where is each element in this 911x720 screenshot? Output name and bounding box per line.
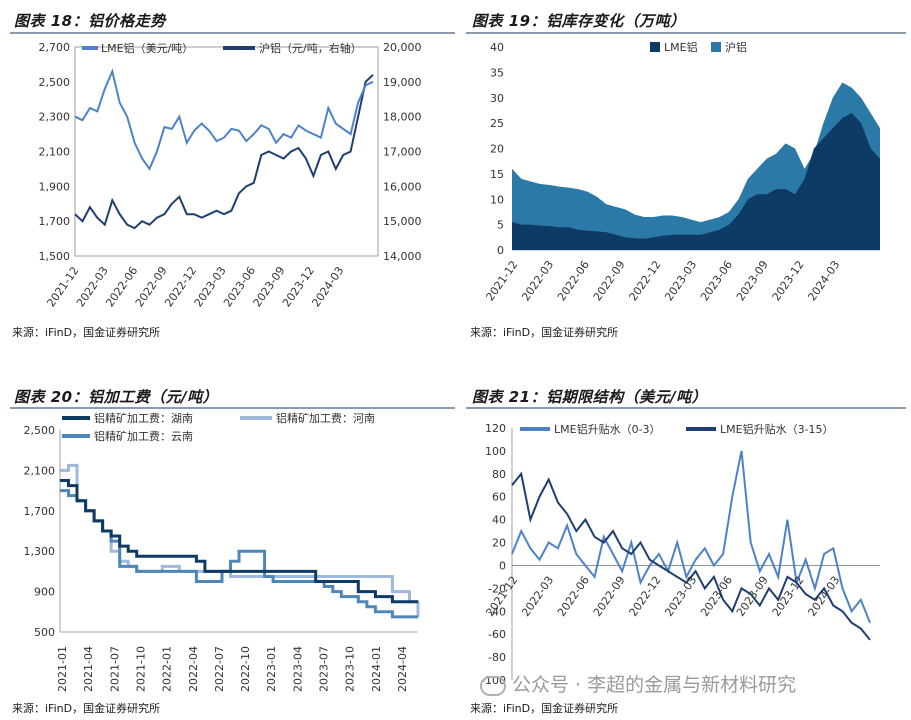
c20-xtick: 2021-07 bbox=[108, 646, 121, 692]
c21-ytick: 80 bbox=[492, 468, 506, 481]
chart20-rule bbox=[10, 407, 455, 409]
c18-ytick-right: 14,000 bbox=[383, 250, 422, 263]
c20-legend-henan: 铝精矿加工费：河南 bbox=[276, 411, 375, 425]
c20-xtick: 2022-04 bbox=[187, 646, 200, 692]
chart21-title: 图表 21：铝期限结构（美元/吨） bbox=[472, 388, 708, 406]
c18-series-shanghai bbox=[74, 74, 374, 230]
c19-legend-sh: 沪铝 bbox=[725, 40, 747, 54]
c20-ytick: 900 bbox=[34, 586, 55, 599]
c20-xtick: 2024-01 bbox=[370, 646, 383, 692]
chart18-rule bbox=[10, 32, 455, 34]
c18-ytick-right: 19,000 bbox=[383, 76, 422, 89]
c20-ytick: 500 bbox=[34, 626, 55, 639]
c21-ytick: 60 bbox=[492, 491, 506, 504]
c21-series-3-15 bbox=[511, 471, 871, 641]
c21-ytick: 40 bbox=[492, 514, 506, 527]
c21-xtick: 2022-03 bbox=[519, 574, 556, 619]
c18-ytick-right: 20,000 bbox=[383, 41, 422, 54]
c21-xtick: 2022-06 bbox=[555, 574, 592, 619]
c20-xtick: 2023-04 bbox=[291, 646, 304, 692]
c19-ytick: 10 bbox=[490, 193, 504, 206]
c18-legend-lme: LME铝（美元/吨） bbox=[101, 41, 193, 55]
c18-legend-sh: 沪铝（元/吨，右轴） bbox=[259, 41, 362, 55]
chart19-source: 来源：iFinD，国金证券研究所 bbox=[470, 326, 619, 339]
c18-ytick-left: 1,500 bbox=[39, 250, 71, 263]
c20-xtick: 2022-07 bbox=[213, 646, 226, 692]
c19-legend-swatch-sh bbox=[711, 42, 721, 52]
c21-ytick: 100 bbox=[485, 445, 506, 458]
c21-ytick: -80 bbox=[488, 651, 506, 664]
c21-xtick: 2023-03 bbox=[662, 574, 699, 619]
c18-ytick-right: 15,000 bbox=[383, 215, 422, 228]
c21-ytick: 0 bbox=[499, 559, 506, 572]
chart20-source: 来源：iFinD，国金证券研究所 bbox=[12, 702, 161, 715]
c21-series-0-3 bbox=[511, 450, 871, 624]
chart18-source: 来源：iFinD，国金证券研究所 bbox=[12, 326, 161, 339]
c18-ytick-left: 1,700 bbox=[39, 215, 71, 228]
c20-xtick: 2021-10 bbox=[134, 646, 147, 692]
c19-ytick: 15 bbox=[490, 168, 504, 181]
c18-ytick-left: 2,100 bbox=[39, 146, 71, 159]
c20-ytick: 2,100 bbox=[24, 464, 56, 477]
c19-area-lme bbox=[512, 113, 880, 250]
watermark-text: 公众号 · 李超的金属与新材料研究 bbox=[512, 674, 797, 696]
chart20-title: 图表 20：铝加工费（元/吨） bbox=[14, 388, 219, 406]
c21-ytick: 20 bbox=[492, 537, 506, 550]
c19-ytick: 5 bbox=[497, 219, 504, 232]
c18-ytick-right: 17,000 bbox=[383, 146, 422, 159]
chart19-rule bbox=[466, 32, 906, 34]
c20-xtick: 2023-01 bbox=[265, 646, 278, 692]
c19-ytick: 25 bbox=[490, 117, 504, 130]
chart19-title: 图表 19：铝库存变化（万吨） bbox=[472, 12, 686, 30]
c19-legend-swatch-lme bbox=[650, 42, 660, 52]
c20-legend-yunnan: 铝精矿加工费：云南 bbox=[94, 429, 193, 443]
c18-ytick-left: 2,300 bbox=[39, 111, 71, 124]
c19-legend-lme: LME铝 bbox=[664, 40, 698, 54]
c19-ytick: 40 bbox=[490, 41, 504, 54]
c20-ytick: 1,700 bbox=[24, 505, 56, 518]
c18-ytick-left: 1,900 bbox=[39, 180, 71, 193]
c20-xtick: 2021-04 bbox=[82, 646, 95, 692]
c20-xtick: 2022-01 bbox=[161, 646, 174, 692]
wechat-icon bbox=[480, 675, 506, 696]
c19-ytick: 35 bbox=[490, 66, 504, 79]
c20-xtick: 2022-10 bbox=[239, 646, 252, 692]
c21-legend-3-15: LME铝升贴水（3-15） bbox=[720, 422, 834, 436]
c20-xtick: 2023-10 bbox=[344, 646, 357, 692]
chart21-rule bbox=[466, 407, 906, 409]
c18-ytick-right: 18,000 bbox=[383, 111, 422, 124]
c21-legend-0-3: LME铝升贴水（0-3） bbox=[554, 422, 661, 436]
c20-xtick: 2021-01 bbox=[56, 646, 69, 692]
c18-ytick-right: 16,000 bbox=[383, 180, 422, 193]
c19-ytick: 0 bbox=[497, 244, 504, 257]
watermark: 公众号 · 李超的金属与新材料研究 bbox=[480, 670, 796, 697]
c21-xtick: 2023-06 bbox=[698, 574, 735, 619]
c19-ytick: 20 bbox=[490, 143, 504, 156]
c21-ytick: -60 bbox=[488, 628, 506, 641]
c21-ytick: -20 bbox=[488, 582, 506, 595]
chart21-source: 来源：iFinD，国金证券研究所 bbox=[470, 702, 619, 715]
c20-xtick: 2023-07 bbox=[318, 646, 331, 692]
c21-ytick: -40 bbox=[488, 605, 506, 618]
chart18-title: 图表 18：铝价格走势 bbox=[14, 12, 166, 30]
c20-legend-hunan: 铝精矿加工费：湖南 bbox=[94, 411, 193, 425]
c21-xtick: 2022-09 bbox=[591, 574, 628, 619]
c18-ytick-left: 2,700 bbox=[39, 41, 71, 54]
c20-ytick: 2,500 bbox=[24, 424, 56, 437]
c21-xtick: 2022-12 bbox=[627, 574, 664, 619]
c20-xtick: 2024-04 bbox=[396, 646, 409, 692]
c18-series-lme bbox=[74, 68, 374, 171]
c20-ytick: 1,300 bbox=[24, 545, 56, 558]
c20-series-hunan bbox=[60, 479, 418, 604]
c21-ytick: 120 bbox=[485, 422, 506, 435]
c19-ytick: 30 bbox=[490, 92, 504, 105]
c18-ytick-left: 2,500 bbox=[39, 76, 71, 89]
